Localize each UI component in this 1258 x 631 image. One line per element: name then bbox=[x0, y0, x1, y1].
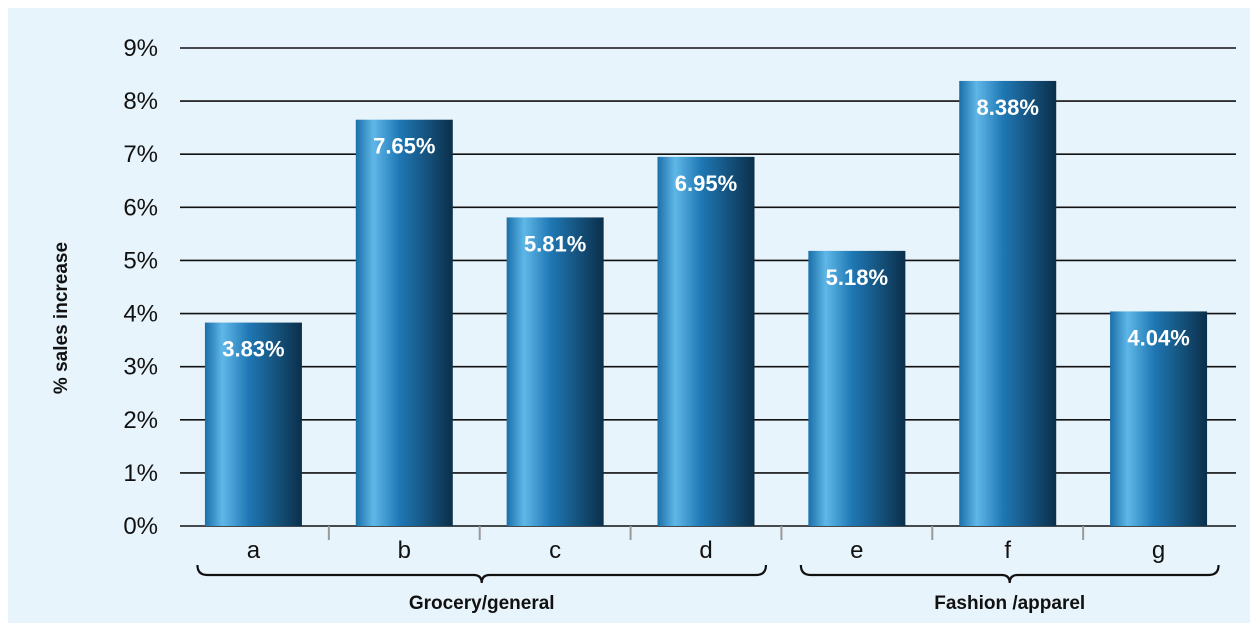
value-label-g: 4.04% bbox=[1127, 325, 1189, 350]
y-axis-ticks: 0% 1% 2% 3% 4% 5% 6% 7% 8% 9% bbox=[123, 35, 158, 540]
value-label-d: 6.95% bbox=[675, 171, 737, 196]
x-axis: a b c d e f g bbox=[247, 526, 1165, 564]
bars: 3.83% 7.65% 5.81% 6.95% 5.18% 8.38% 4.04% bbox=[204, 80, 1208, 526]
y-tick-label: 6% bbox=[123, 194, 158, 221]
x-tick-label-a: a bbox=[247, 537, 261, 564]
y-tick-label: 2% bbox=[123, 407, 158, 434]
y-tick-label: 7% bbox=[123, 141, 158, 168]
group-brace bbox=[196, 564, 768, 584]
y-tick-label: 3% bbox=[123, 354, 158, 381]
value-label-b: 7.65% bbox=[373, 134, 435, 159]
value-label-c: 5.81% bbox=[524, 231, 586, 256]
x-tick-label-c: c bbox=[549, 537, 561, 564]
value-label-f: 8.38% bbox=[977, 95, 1039, 120]
y-tick-label: 8% bbox=[123, 88, 158, 115]
bar-g bbox=[1110, 311, 1208, 526]
x-tick-label-f: f bbox=[1004, 537, 1011, 564]
bar-d bbox=[657, 156, 755, 526]
y-tick-label: 0% bbox=[123, 513, 158, 540]
x-tick-label-e: e bbox=[850, 537, 863, 564]
x-tick-label-b: b bbox=[398, 537, 411, 564]
bar-a bbox=[204, 322, 302, 526]
value-label-e: 5.18% bbox=[826, 265, 888, 290]
y-axis-label: % sales increase bbox=[51, 242, 72, 394]
x-tick-label-d: d bbox=[699, 537, 712, 564]
bar-c bbox=[506, 217, 604, 526]
group-brace bbox=[799, 564, 1220, 584]
x-tick-label-g: g bbox=[1152, 537, 1165, 564]
y-tick-label: 1% bbox=[123, 460, 158, 487]
group-label: Fashion /apparel bbox=[934, 593, 1085, 614]
y-tick-label: 4% bbox=[123, 301, 158, 328]
chart-background bbox=[8, 8, 1250, 623]
y-tick-label: 5% bbox=[123, 247, 158, 274]
group-label: Grocery/general bbox=[409, 593, 555, 614]
bar-b bbox=[355, 119, 453, 526]
bar-f bbox=[959, 80, 1057, 526]
category-groups: Grocery/general Fashion /apparel bbox=[196, 564, 1220, 614]
bar-e bbox=[808, 250, 906, 526]
y-tick-label: 9% bbox=[123, 35, 158, 62]
value-label-a: 3.83% bbox=[222, 337, 284, 362]
